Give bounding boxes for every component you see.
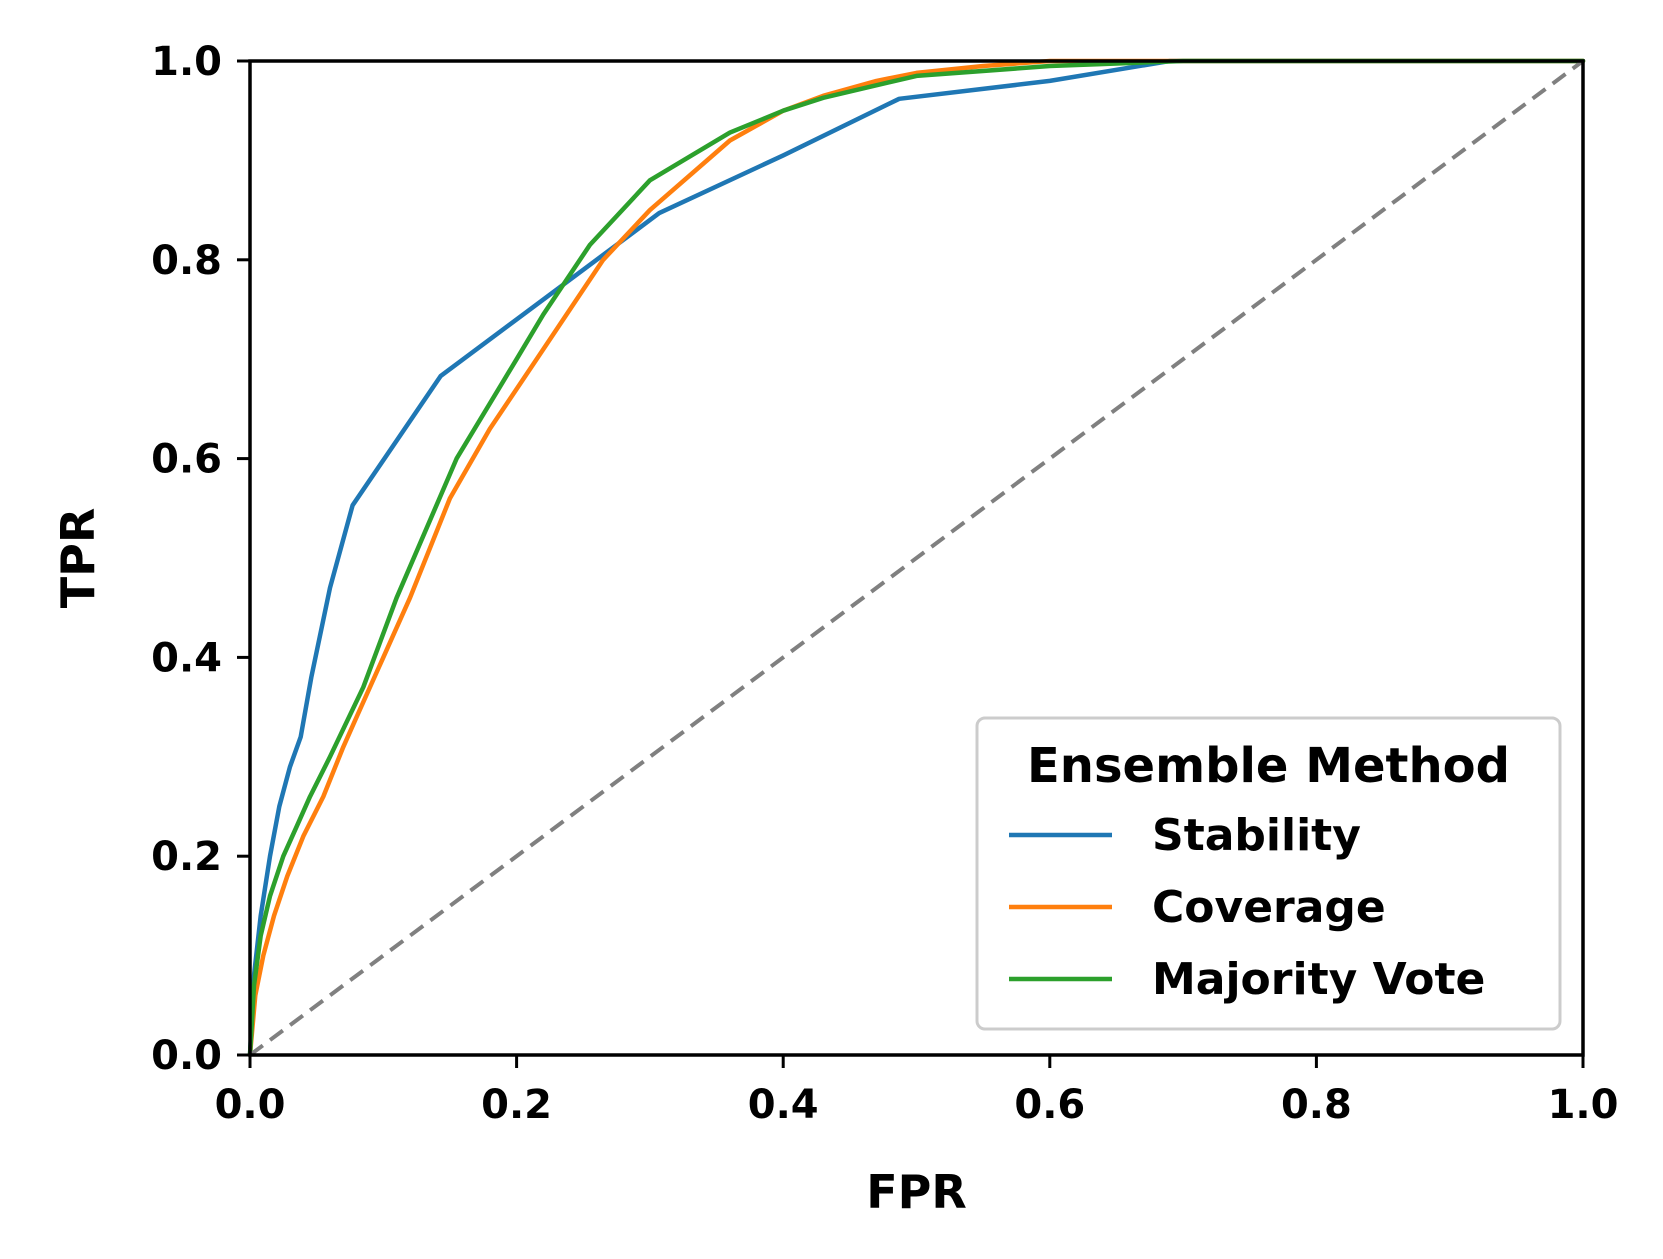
x-tick-label: 0.2 [481,1082,552,1128]
y-tick-label: 0.4 [151,635,222,681]
x-tick-label: 0.4 [748,1082,819,1128]
y-tick-label: 0.8 [151,238,222,284]
x-tick-label: 0.6 [1014,1082,1085,1128]
legend-label-coverage: Coverage [1152,882,1386,933]
y-axis-title: TPR [51,508,105,609]
series-line-chance [248,59,1585,1057]
series-line-stability [247,58,1586,1058]
y-tick-label: 0.2 [151,834,222,880]
legend: Ensemble Method Stability Coverage Majorit… [975,716,1562,1031]
y-tick-label: 1.0 [151,39,222,85]
x-tick-label: 1.0 [1548,1082,1619,1128]
legend-box [975,716,1562,1031]
y-tick-label: 0.6 [151,437,222,483]
x-tick-label: 0.0 [215,1082,286,1128]
series-layer [247,58,1586,1058]
legend-items: Stability Coverage Majority Vote [1009,810,1485,1005]
x-axis-title: FPR [866,1165,967,1219]
legend-label-majority-vote: Majority Vote [1152,954,1485,1005]
y-tick-label: 0.0 [151,1033,222,1079]
series-line-coverage [247,58,1586,1058]
legend-label-stability: Stability [1152,810,1361,861]
x-tick-label: 0.8 [1281,1082,1352,1128]
axes-frame [248,59,1585,1057]
legend-title: Ensemble Method [1027,738,1510,794]
series-line-majority-vote [247,58,1586,1058]
tick-layer: 0.0 0.2 0.4 0.6 0.8 1.0 0.0 0.2 0.4 0.6 0.8 1.0 [151,39,1618,1128]
